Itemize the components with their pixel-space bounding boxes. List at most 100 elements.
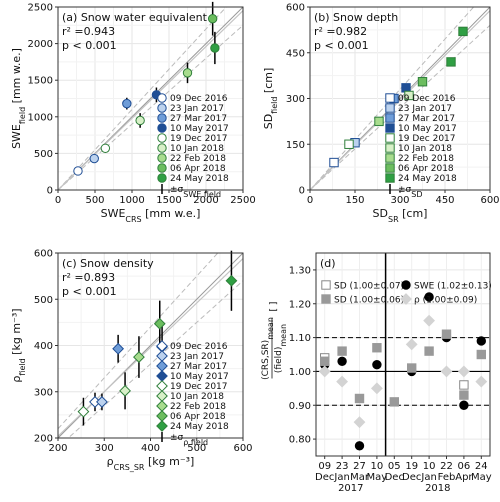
y-tick-label: 600 <box>286 3 305 14</box>
data-point <box>320 356 330 366</box>
x-tick-label: 600 <box>233 443 252 454</box>
data-point <box>424 292 434 302</box>
data-point <box>459 400 469 410</box>
y-tick-label: 1500 <box>28 76 53 87</box>
y-axis-label: SDfield [cm] <box>262 68 279 130</box>
y-axis-label: ρfield [kg m⁻³] <box>10 308 27 382</box>
x-tick-day: 09 <box>318 461 331 472</box>
panel-b: 0 150 300 450 600 0 150 300 450 600 SDSR [cm] SDfie… <box>262 3 500 224</box>
data-point <box>122 98 132 109</box>
legend-label: 19 Dec 2017 <box>170 134 228 144</box>
y-tick-label: 0 <box>299 186 305 197</box>
r-squared: r² =0.893 <box>62 271 115 284</box>
x-tick-day: 06 <box>458 461 471 472</box>
bound-line <box>310 24 490 190</box>
p-value: p < 0.001 <box>62 285 117 298</box>
data-point <box>73 166 83 176</box>
x-tick-label: 2500 <box>230 195 255 206</box>
x-tick-label: 300 <box>390 195 409 206</box>
x-tick-month: May <box>367 472 388 483</box>
y-tick-label: 2000 <box>28 39 53 50</box>
x-tick-day: 22 <box>440 461 453 472</box>
y-tick-label: 300 <box>34 387 53 398</box>
legend-marker <box>385 103 395 113</box>
data-point <box>153 317 166 330</box>
x-tick-month: Feb <box>438 472 456 483</box>
legend-marker <box>385 143 395 153</box>
x-tick-month: Dec <box>402 472 421 483</box>
legend-label: 23 Jan 2017 <box>170 352 224 362</box>
panel-title: (a) Snow water equivalent <box>62 11 208 24</box>
legend-label: 19 Dec 2017 <box>398 134 456 144</box>
legend-label: 10 Jan 2018 <box>170 392 224 402</box>
data-point <box>100 143 111 153</box>
legend-label: 27 Mar 2017 <box>398 114 455 124</box>
x-tick-label: 0 <box>55 195 61 206</box>
legend-marker <box>157 123 167 133</box>
legend-label: 10 May 2017 <box>170 124 229 134</box>
reference-lines <box>310 7 490 190</box>
y-tick-label: 0 <box>47 186 53 197</box>
data-point <box>446 57 456 67</box>
x-tick-day: 10 <box>371 461 384 472</box>
y-label-denominator: (field)mean <box>274 324 288 373</box>
legend-label: 22 Feb 2018 <box>398 154 454 164</box>
y-tick-label: 200 <box>34 434 53 445</box>
panel-title: (d) <box>320 257 336 270</box>
legend-marker <box>157 93 167 103</box>
legend-label: 10 May 2017 <box>398 124 457 134</box>
data-point <box>440 365 453 378</box>
year-label-2018: 2018 <box>425 483 450 494</box>
legend-marker <box>385 133 395 143</box>
fit-line <box>310 10 490 190</box>
panel-title: (c) Snow density <box>62 257 154 270</box>
legend-marker <box>157 113 167 123</box>
legend-marker <box>157 103 167 113</box>
x-tick-label: 200 <box>48 443 67 454</box>
bound-line <box>58 24 243 190</box>
data-point <box>417 77 428 87</box>
legend-label: 19 Dec 2017 <box>170 382 228 392</box>
x-tick-label: 2000 <box>193 195 218 206</box>
data-point <box>404 90 414 101</box>
legend-label: SWE (1.02±0.13) <box>414 282 492 292</box>
legend-marker <box>401 280 411 290</box>
x-tick-label: 450 <box>435 195 454 206</box>
data-point <box>424 346 434 356</box>
legend-errbar-label: ±σSD <box>398 185 423 199</box>
data-point <box>459 380 469 390</box>
x-tick-month: May <box>471 472 492 483</box>
legend-marker <box>400 293 412 305</box>
x-tick-month: Dec <box>315 472 334 483</box>
legend-label: 09 Dec 2016 <box>170 94 228 104</box>
y-tick-label: 600 <box>34 249 53 260</box>
legend-label: 06 Apr 2018 <box>170 164 226 174</box>
p-value: p < 0.001 <box>62 39 117 52</box>
x-tick-label: 150 <box>345 195 364 206</box>
x-tick-month: Dec <box>385 472 404 483</box>
data-point <box>337 346 347 356</box>
data-point <box>457 365 470 378</box>
panel-c: 200 300 400 500 600 200 300 400 500 600 ρCRS_SR [k… <box>10 249 253 472</box>
fit-line <box>58 10 243 190</box>
r-squared: r² =0.943 <box>62 25 115 38</box>
y-tick-label: 1.00 <box>289 367 311 378</box>
y-label-numerator: (CRS,SR)mean <box>261 317 275 380</box>
data-point <box>135 115 145 126</box>
y-tick-label: 0.80 <box>289 435 311 446</box>
y-tick-label: 400 <box>34 341 53 352</box>
legend-marker <box>157 153 167 163</box>
panel-d: 0.800.901.001.101.201.3009Dec23Jan27Mar1… <box>261 252 492 494</box>
legend-label: 09 Dec 2016 <box>398 94 456 104</box>
data-point <box>77 405 90 418</box>
legend-marker <box>157 163 167 173</box>
x-tick-label: 500 <box>85 195 104 206</box>
x-tick-day: 10 <box>423 461 436 472</box>
legend-label: 09 Dec 2016 <box>170 342 228 352</box>
x-tick-label: 300 <box>95 443 114 454</box>
bound-line <box>67 280 243 438</box>
x-tick-day: 19 <box>405 461 418 472</box>
x-axis-label: ρCRS_SR [kg m⁻³] <box>107 455 195 472</box>
x-tick-month: Jan <box>333 472 349 483</box>
